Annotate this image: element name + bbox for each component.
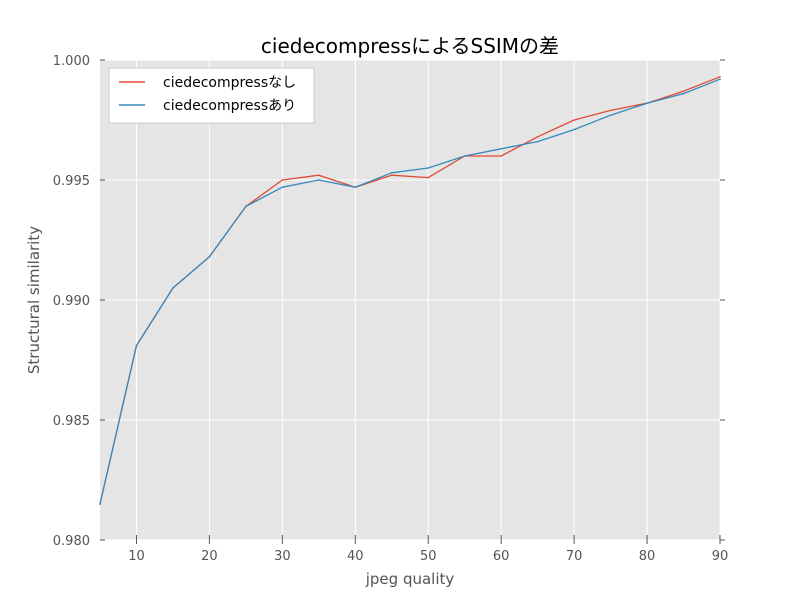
data-point xyxy=(609,109,612,112)
y-tick-label: 0.990 xyxy=(53,294,90,309)
data-point xyxy=(682,92,685,95)
data-point xyxy=(208,255,211,258)
legend-label: ciedecompressなし xyxy=(163,75,296,91)
data-point xyxy=(390,172,393,174)
data-point xyxy=(609,114,612,116)
data-point xyxy=(172,287,174,289)
data-point xyxy=(281,179,284,181)
data-point xyxy=(463,155,466,157)
legend-box xyxy=(108,67,315,124)
x-tick-label: 60 xyxy=(493,549,510,564)
x-tick-label: 30 xyxy=(274,549,291,564)
data-point xyxy=(573,128,575,131)
data-point xyxy=(536,140,539,143)
data-point xyxy=(719,76,721,78)
data-point xyxy=(719,78,721,80)
x-tick-label: 40 xyxy=(347,549,364,564)
legend: ciedecompressなし ciedecompressあり xyxy=(108,67,315,124)
data-point xyxy=(682,90,685,92)
x-tick-label: 10 xyxy=(128,549,145,564)
x-tick-label: 80 xyxy=(639,549,656,564)
legend-label: ciedecompressあり xyxy=(163,98,296,114)
x-tick-label: 20 xyxy=(201,549,218,564)
y-tick-label: 0.985 xyxy=(53,414,90,429)
data-point xyxy=(281,186,284,188)
series-line xyxy=(99,78,721,505)
data-point xyxy=(573,119,575,121)
data-point xyxy=(500,155,502,157)
x-tick-label: 90 xyxy=(712,549,729,564)
data-point xyxy=(99,503,101,505)
data-point xyxy=(135,344,138,347)
data-point xyxy=(354,186,357,188)
y-tick-label: 0.995 xyxy=(53,174,90,189)
axes: 10 20 30 40 50 60 70 80 90 0.980 0.985 0.990 0.995 1.… xyxy=(53,54,728,564)
y-tick-label: 1.000 xyxy=(53,54,90,69)
data-point xyxy=(427,176,430,179)
data-point xyxy=(318,179,320,181)
x-tick-label: 50 xyxy=(420,549,437,564)
x-tick-label: 70 xyxy=(566,549,583,564)
x-axis-label: jpeg quality xyxy=(365,570,455,588)
grid xyxy=(100,59,721,541)
y-axis-label: Structural similarity xyxy=(25,226,43,374)
data-point xyxy=(245,205,247,208)
data-point xyxy=(318,174,320,176)
y-tick-label: 0.980 xyxy=(53,534,90,549)
data-point xyxy=(390,174,393,176)
series-lines xyxy=(99,76,721,505)
data-point xyxy=(536,136,539,138)
data-point xyxy=(427,167,430,169)
data-point xyxy=(500,148,502,150)
data-point xyxy=(646,102,648,104)
chart-title: ciedecompressによるSSIMの差 xyxy=(261,34,559,58)
